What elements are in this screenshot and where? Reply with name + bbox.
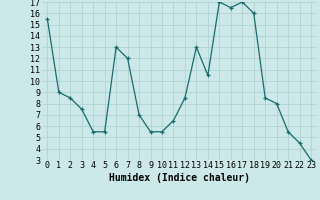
X-axis label: Humidex (Indice chaleur): Humidex (Indice chaleur) [109, 173, 250, 183]
